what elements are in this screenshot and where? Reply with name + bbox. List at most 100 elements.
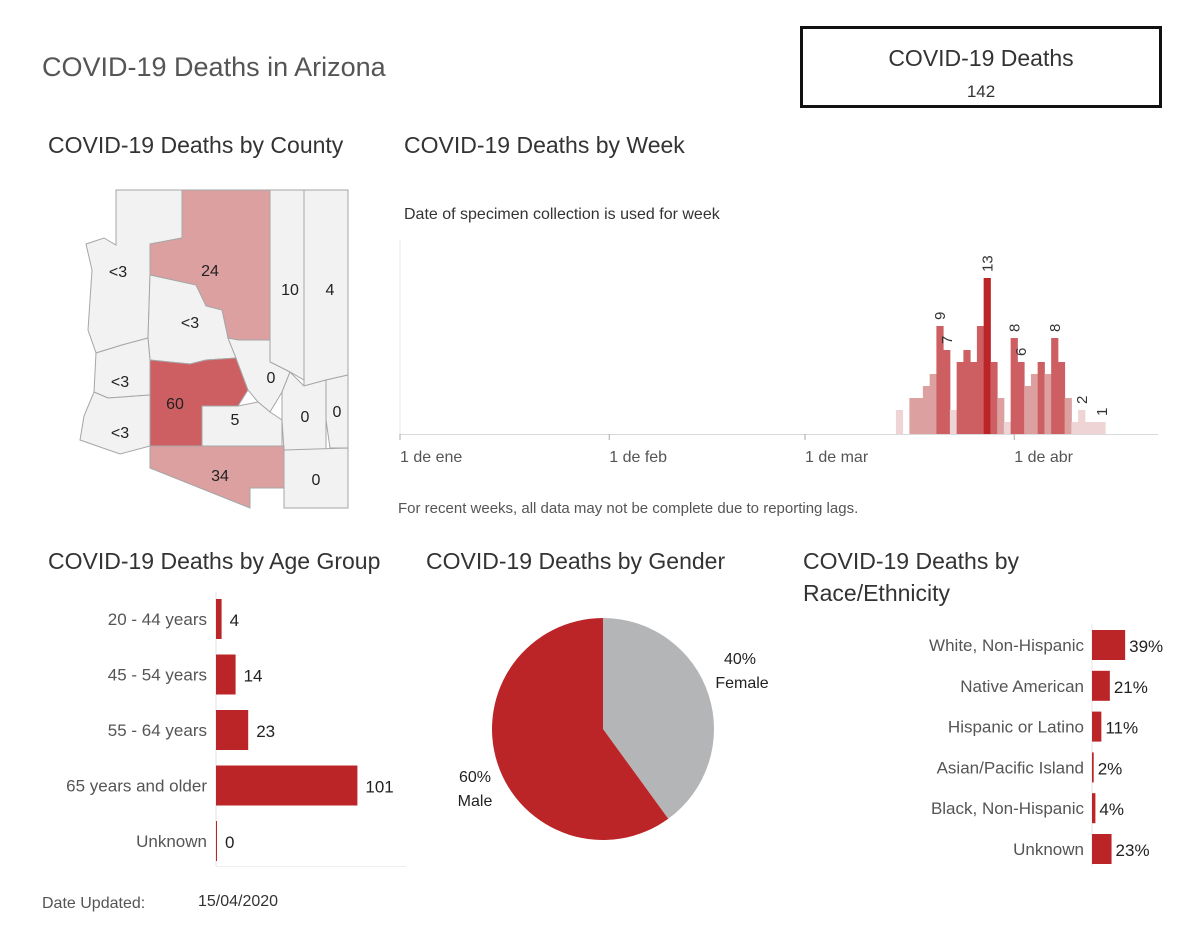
race-category-label: White, Non-Hispanic	[929, 636, 1084, 655]
week-bar	[1057, 362, 1066, 434]
county-label: <3	[111, 425, 129, 442]
week-bar	[929, 374, 937, 434]
date-updated-value: 15/04/2020	[198, 893, 279, 910]
week-section-title: COVID-19 Deaths by Week	[404, 132, 685, 158]
age-value-label: 4	[230, 611, 239, 630]
race-category-label: Black, Non-Hispanic	[931, 799, 1085, 818]
age-bar	[216, 654, 236, 695]
age-category-label: Unknown	[136, 832, 207, 851]
week-bar	[963, 350, 971, 434]
week-bar-label: 2	[1074, 396, 1091, 404]
county-label: 24	[201, 263, 219, 280]
age-value-label: 0	[225, 833, 234, 852]
week-bar	[1051, 338, 1059, 434]
week-bar	[1037, 362, 1045, 434]
page-title: COVID-19 Deaths in Arizona	[42, 52, 386, 82]
week-bar	[895, 410, 904, 434]
week-bar	[1030, 374, 1039, 434]
age-category-label: 65 years and older	[66, 777, 207, 796]
age-bar	[216, 710, 249, 750]
age-value-label: 23	[256, 722, 275, 741]
county-shape-cochise	[283, 447, 349, 509]
week-bar	[1071, 422, 1079, 434]
week-bar	[976, 326, 985, 434]
age-section-title: COVID-19 Deaths by Age Group	[48, 548, 381, 574]
week-bar	[922, 386, 931, 434]
age-bar	[216, 821, 217, 861]
gender-pie-slice	[491, 618, 669, 841]
week-bar	[949, 410, 958, 434]
county-shape-pinal	[201, 401, 283, 447]
race-category-label: Native American	[960, 677, 1084, 696]
week-bar	[990, 362, 998, 434]
age-category-label: 55 - 64 years	[108, 721, 207, 740]
county-section-title: COVID-19 Deaths by County	[48, 132, 344, 158]
week-subtitle: Date of specimen collection is used for …	[404, 206, 720, 223]
race-bar	[1092, 630, 1126, 660]
total-deaths-label: COVID-19 Deaths	[888, 45, 1074, 71]
county-label: <3	[111, 374, 129, 391]
race-section-title-line2: Race/Ethnicity	[803, 580, 951, 606]
county-label: 0	[301, 409, 310, 426]
county-shape-yavapai	[147, 274, 237, 365]
gender-slice-label: Male	[458, 793, 493, 810]
county-label: 4	[326, 282, 335, 299]
week-bar	[1003, 422, 1012, 434]
county-label: 60	[166, 396, 184, 413]
week-bar-label: 13	[979, 255, 996, 272]
week-bar	[1017, 362, 1025, 434]
county-shape-apache	[303, 189, 349, 387]
county-label: 0	[333, 404, 342, 421]
week-tick-label: 1 de abr	[1014, 449, 1073, 466]
county-shape-coconino	[149, 189, 271, 341]
age-category-label: 20 - 44 years	[108, 610, 207, 629]
race-value-label: 2%	[1098, 759, 1123, 778]
week-bar	[1084, 422, 1093, 434]
week-bar-label: 6	[1013, 348, 1030, 356]
age-category-label: 45 - 54 years	[108, 666, 207, 685]
gender-pie-slice	[603, 618, 714, 819]
race-bar	[1092, 834, 1112, 864]
county-label: 34	[211, 468, 229, 485]
week-bar	[997, 398, 1005, 434]
age-bar	[216, 599, 222, 639]
week-bar-label: 9	[932, 312, 949, 320]
week-bar-label: 8	[1047, 324, 1064, 332]
week-bar	[1091, 422, 1099, 434]
week-bar	[909, 398, 917, 434]
week-tick-label: 1 de mar	[805, 449, 869, 466]
county-shape-graham	[281, 371, 327, 451]
race-section-title-line1: COVID-19 Deaths by	[803, 548, 1020, 574]
week-tick-label: 1 de feb	[609, 449, 667, 466]
week-bar	[1010, 338, 1018, 434]
week-bar	[1064, 398, 1072, 434]
total-deaths-value: 142	[966, 82, 996, 101]
week-bar	[956, 362, 964, 434]
county-shape-mohave	[85, 189, 183, 354]
county-shape-greenlee	[325, 374, 349, 449]
race-value-label: 23%	[1116, 841, 1150, 860]
week-bar-label: 1	[1094, 408, 1111, 416]
county-label: <3	[109, 264, 127, 281]
county-label: 5	[231, 412, 240, 429]
race-bar	[1092, 793, 1096, 824]
week-bar	[1024, 386, 1032, 434]
age-value-label: 101	[365, 778, 393, 797]
county-shape-gila	[227, 337, 291, 413]
week-bar	[936, 326, 944, 434]
county-label: 10	[281, 282, 299, 299]
race-value-label: 21%	[1114, 678, 1148, 697]
race-category-label: Asian/Pacific Island	[937, 758, 1084, 777]
gender-section-title: COVID-19 Deaths by Gender	[426, 548, 726, 574]
week-bar	[1044, 374, 1052, 434]
gender-slice-percent: 60%	[459, 769, 491, 786]
week-footnote: For recent weeks, all data may not be co…	[398, 500, 859, 517]
race-category-label: Unknown	[1013, 840, 1084, 859]
week-tick-label: 1 de ene	[400, 449, 462, 466]
gender-slice-label: Female	[715, 675, 768, 692]
county-label: <3	[181, 315, 199, 332]
county-label: 0	[312, 472, 321, 489]
date-updated-label: Date Updated:	[42, 895, 146, 912]
county-shape-yuma	[79, 391, 151, 455]
gender-slice-percent: 40%	[724, 651, 756, 668]
